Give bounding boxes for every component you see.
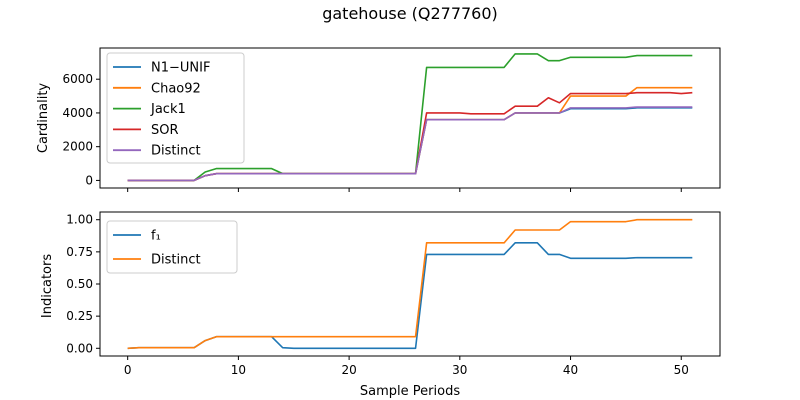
cardinality-legend-label-4: Distinct [151, 144, 201, 159]
cardinality-legend-label-3: SOR [151, 123, 179, 138]
indicators-panel: 0 10 20 30 40 50 0.00 0.25 0.50 0.75 1.00 Indicato… [40, 211, 721, 377]
x-tick-label-40: 40 [563, 363, 578, 377]
cardinality-y-tick-label-0: 0 [85, 173, 93, 187]
x-tick-label-50: 50 [674, 363, 689, 377]
cardinality-panel: 0 2000 4000 6000 Cardinality N1−UNIF Chao92 J… [36, 47, 721, 192]
cardinality-plot-frame [99, 47, 721, 189]
indicators-ticks-layer: 0 10 20 30 40 50 0.00 0.25 0.50 0.75 1.00 [66, 213, 689, 377]
cardinality-legend-label-1: Chao92 [151, 81, 201, 96]
cardinality-ticks-layer: 0 2000 4000 6000 [62, 72, 682, 192]
cardinality-legend: N1−UNIF Chao92 Jack1 SOR Distinct [106, 52, 245, 164]
indicators-y-tick-label-3: 0.75 [66, 245, 93, 259]
indicators-legend-frame [106, 220, 238, 274]
x-tick-label-0: 0 [124, 363, 132, 377]
x-tick-label-10: 10 [231, 363, 246, 377]
cardinality-legend-frame [106, 52, 245, 164]
indicators-series-layer [127, 218, 693, 350]
indicators-y-tick-label-0: 0.00 [66, 341, 93, 355]
cardinality-y-tick-label-2: 4000 [62, 106, 93, 120]
indicators-legend: f₁ Distinct [106, 220, 238, 274]
indicators-legend-label-1: Distinct [151, 253, 201, 268]
cardinality-y-axis-label: Cardinality [36, 83, 51, 154]
cardinality-y-tick-label-1: 2000 [62, 140, 93, 154]
cardinality-legend-label-0: N1−UNIF [151, 61, 210, 76]
cardinality-series-layer [127, 53, 693, 182]
indicators-y-tick-label-2: 0.50 [66, 277, 93, 291]
indicators-y-axis-label: Indicators [40, 254, 55, 318]
cardinality-series-line-4 [127, 106, 693, 182]
x-axis-label: Sample Periods [360, 384, 460, 399]
cardinality-y-tick-label-3: 6000 [62, 72, 93, 86]
indicators-y-tick-label-4: 1.00 [66, 213, 93, 227]
x-tick-label-20: 20 [341, 363, 356, 377]
indicators-legend-label-0: f₁ [151, 229, 161, 244]
indicators-y-tick-label-1: 0.25 [66, 309, 93, 323]
indicators-series-line-1 [127, 218, 693, 350]
x-tick-label-30: 30 [452, 363, 467, 377]
cardinality-legend-label-2: Jack1 [150, 102, 186, 117]
chart-title: gatehouse (Q277760) [322, 4, 498, 23]
